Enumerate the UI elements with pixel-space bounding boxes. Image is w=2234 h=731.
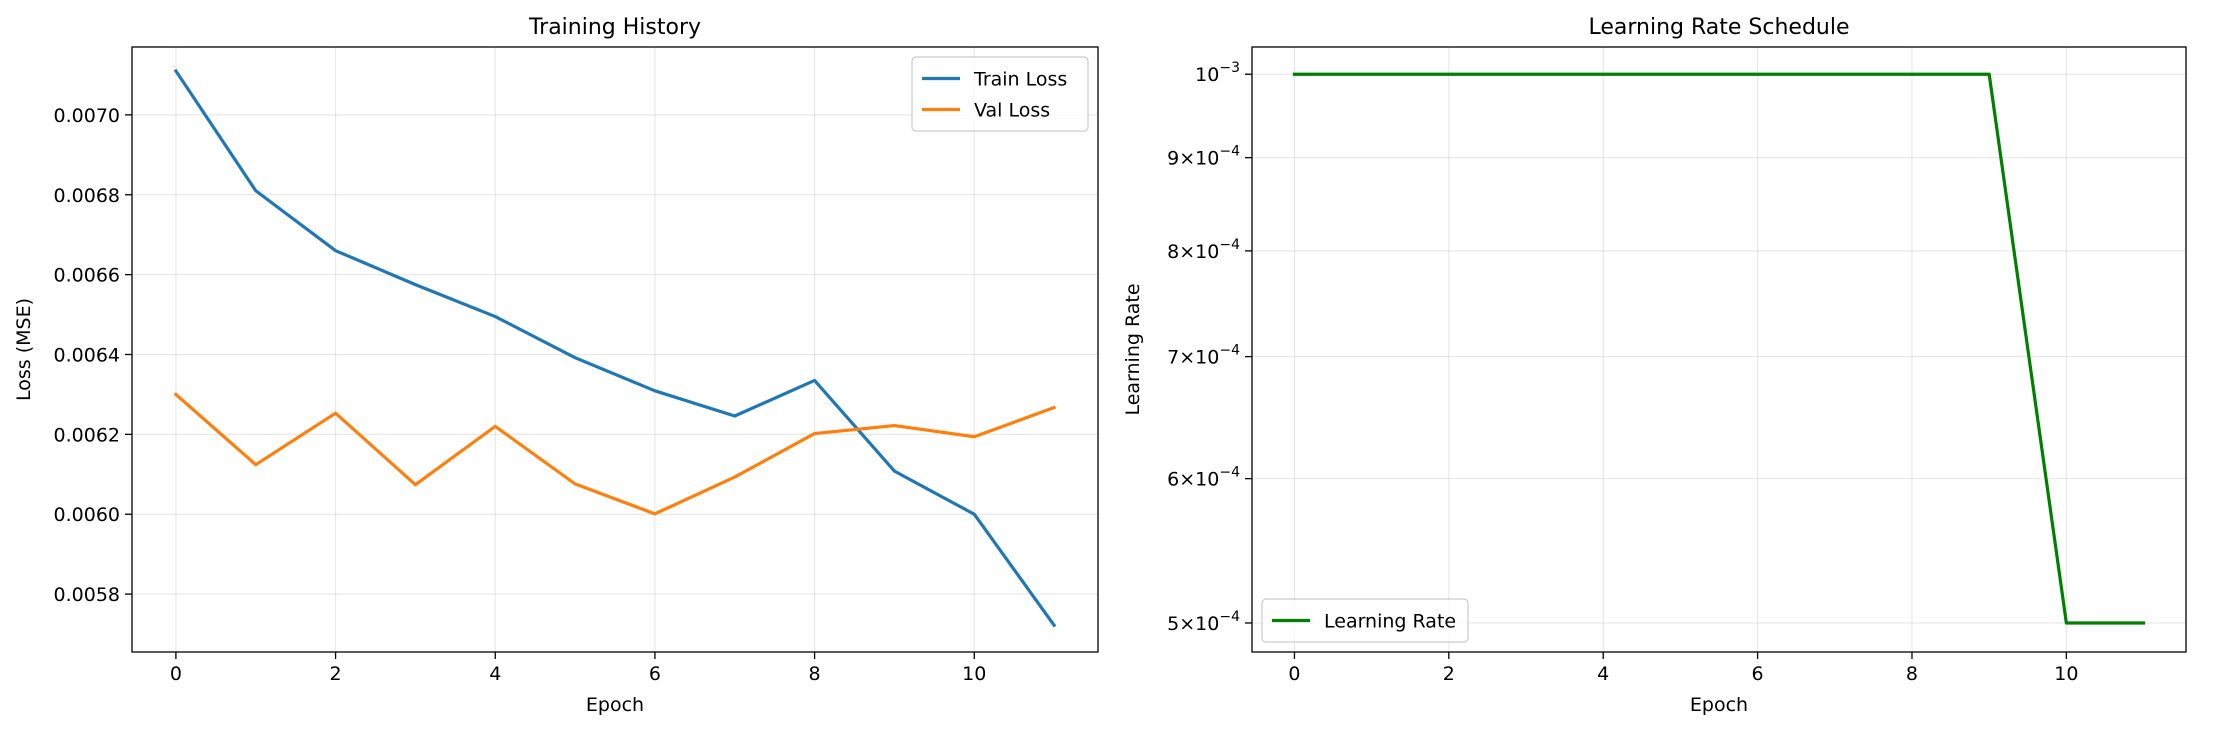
- legend-label: Val Loss: [974, 100, 1050, 122]
- legend-box: [1261, 598, 1469, 643]
- learning-rate-chart: 0 2 4 6 8 105×10−46×10−47×10−48×10−49×10−410−…: [1122, 15, 2187, 716]
- y-tick-mantissa: 5: [1167, 613, 1179, 635]
- legend-label: Learning Rate: [1324, 611, 1456, 633]
- y-tick-label: 9×10−4: [1167, 144, 1240, 170]
- series-line-0: [173, 68, 1057, 628]
- y-axis-label: Learning Rate: [1122, 283, 1144, 415]
- y-tick-base: 10: [1195, 469, 1219, 491]
- y-tick-label: 7×10−4: [1167, 343, 1240, 369]
- y-tick-label: 10−3: [1195, 60, 1240, 86]
- x-tick-label: 0: [1288, 663, 1300, 685]
- axes-frame: [1251, 46, 2187, 653]
- y-tick-label: 8×10−4: [1167, 237, 1240, 263]
- y-tick-mantissa: 6: [1167, 469, 1179, 491]
- y-tick-exponent: −3: [1219, 60, 1240, 76]
- y-tick-mantissa: 7: [1167, 347, 1179, 369]
- y-tick-mantissa: 9: [1167, 148, 1179, 170]
- legend: Train Loss Val Loss: [911, 56, 1089, 132]
- x-tick-label: 4: [1597, 663, 1609, 685]
- x-tick-label: 6: [1752, 663, 1764, 685]
- y-tick-times: ×: [1179, 148, 1195, 170]
- plot-area: [1252, 47, 2186, 652]
- x-tick-label: 10: [2054, 663, 2078, 685]
- y-tick-label: 6×10−4: [1167, 465, 1240, 491]
- training-history-chart: 0 2 4 6 8 10 0.0058 0.0060 0.0062 0.0064 0.0066 0.0…: [13, 15, 1099, 716]
- x-tick-label: 2: [1443, 663, 1455, 685]
- legend: Learning Rate: [1261, 598, 1469, 643]
- chart-title: Learning Rate Schedule: [1588, 15, 1849, 40]
- y-tick-label: 0.0064: [54, 344, 120, 366]
- legend-label: Train Loss: [973, 69, 1067, 91]
- x-tick-label: 6: [649, 663, 661, 685]
- y-tick-times: ×: [1179, 347, 1195, 369]
- y-tick-times: ×: [1179, 469, 1195, 491]
- x-tick-label: 8: [809, 663, 821, 685]
- y-tick-base: 10: [1195, 148, 1219, 170]
- series-line-1: [173, 392, 1057, 516]
- y-tick-label: 5×10−4: [1167, 609, 1240, 635]
- x-tick-label: 4: [489, 663, 501, 685]
- y-tick-times: ×: [1179, 613, 1195, 635]
- y-tick-exponent: −4: [1219, 465, 1240, 481]
- x-tick-label: 8: [1906, 663, 1918, 685]
- y-tick-exponent: −4: [1219, 144, 1240, 160]
- y-tick-times: ×: [1179, 241, 1195, 263]
- y-tick-label: 0.0062: [54, 424, 120, 446]
- legend-box: [911, 56, 1089, 132]
- x-tick-label: 2: [330, 663, 342, 685]
- plot-area: [132, 47, 1098, 652]
- chart-title: Training History: [528, 15, 701, 40]
- y-tick-base: 10: [1195, 241, 1219, 263]
- y-tick-label: 0.0060: [54, 504, 120, 526]
- y-tick-label: 0.0058: [54, 584, 120, 606]
- y-tick-mantissa: 8: [1167, 241, 1179, 263]
- y-tick-exponent: −4: [1219, 237, 1240, 253]
- y-tick-label: 0.0070: [54, 105, 120, 127]
- x-axis-label: Epoch: [586, 694, 644, 716]
- x-tick-label: 0: [170, 663, 182, 685]
- axes-frame: [131, 46, 1099, 653]
- y-tick-base: 10: [1195, 64, 1219, 86]
- y-tick-base: 10: [1195, 347, 1219, 369]
- y-tick-base: 10: [1195, 613, 1219, 635]
- y-tick-exponent: −4: [1219, 609, 1240, 625]
- y-tick-label: 0.0066: [54, 265, 120, 287]
- y-axis-label: Loss (MSE): [13, 298, 35, 401]
- x-tick-label: 10: [962, 663, 986, 685]
- x-axis-label: Epoch: [1690, 694, 1748, 716]
- y-tick-exponent: −4: [1219, 343, 1240, 359]
- y-tick-label: 0.0068: [54, 185, 120, 207]
- series-line-0: [1292, 72, 2146, 625]
